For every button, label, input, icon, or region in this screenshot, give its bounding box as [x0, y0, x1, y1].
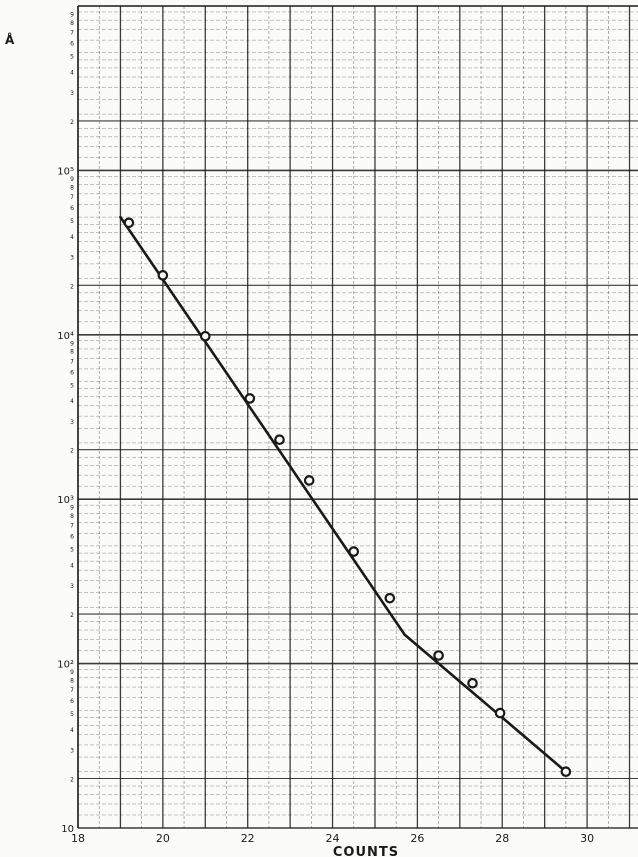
y-minor-label: 7	[70, 687, 74, 694]
y-minor-label: 7	[70, 29, 74, 36]
y-minor-label: 9	[70, 505, 74, 512]
y-minor-label: 9	[70, 12, 74, 19]
y-minor-label: 5	[70, 218, 74, 225]
data-point	[244, 393, 256, 404]
y-decade-label: 10²	[57, 660, 74, 671]
y-minor-label: 9	[70, 176, 74, 183]
y-minor-label: 8	[70, 513, 74, 520]
y-minor-label: 5	[70, 711, 74, 718]
y-minor-label: 6	[70, 698, 74, 705]
x-tick-label: 26	[410, 832, 424, 845]
y-minor-label: 2	[70, 119, 74, 126]
y-minor-label: 6	[70, 205, 74, 212]
y-minor-label: 4	[70, 69, 74, 76]
y-minor-label: 4	[70, 727, 74, 734]
x-tick-label: 20	[156, 832, 170, 845]
data-point	[123, 217, 135, 229]
y-decade-label: 10³	[57, 495, 74, 506]
data-point	[384, 592, 396, 604]
y-minor-label: 8	[70, 184, 74, 191]
y-minor-label: 3	[70, 90, 74, 97]
y-minor-label: 7	[70, 523, 74, 530]
data-point	[199, 330, 211, 342]
y-minor-label: 2	[70, 283, 74, 290]
y-minor-label: 9	[70, 340, 74, 347]
y-minor-label: 3	[70, 583, 74, 590]
y-minor-label: 2	[70, 612, 74, 619]
y-minor-label: 8	[70, 349, 74, 356]
y-minor-label: 8	[70, 20, 74, 27]
x-tick-label: 18	[71, 832, 85, 845]
x-tick-label: 22	[241, 832, 255, 845]
y-axis-label: Å	[5, 32, 15, 47]
y-decade-label: 10⁴	[57, 331, 74, 342]
y-minor-label: 2	[70, 448, 74, 455]
y-minor-label: 5	[70, 382, 74, 389]
y-minor-label: 6	[70, 369, 74, 376]
y-minor-label: 3	[70, 419, 74, 426]
y-minor-label: 6	[70, 534, 74, 541]
y-minor-label: 7	[70, 194, 74, 201]
x-tick-label: 24	[326, 832, 340, 845]
x-axis-label: COUNTS	[333, 845, 399, 857]
y-minor-label: 4	[70, 398, 74, 405]
y-minor-label: 8	[70, 678, 74, 685]
data-point	[560, 766, 572, 778]
data-point	[433, 650, 444, 661]
data-series	[119, 215, 572, 778]
data-point	[274, 434, 285, 446]
y-minor-label: 4	[70, 563, 74, 570]
y-minor-label: 5	[70, 53, 74, 60]
data-point	[494, 707, 506, 719]
data-point	[467, 677, 478, 689]
x-tick-label: 30	[580, 832, 594, 845]
y-minor-label: 7	[70, 358, 74, 365]
grid-lines	[77, 5, 638, 829]
data-point	[348, 546, 360, 557]
y-decade-label: 10⁵	[57, 166, 74, 177]
data-point	[157, 270, 169, 281]
tick-labels: 18 20 22 24 26 28 301010²10³10⁴10⁵234567892345…	[57, 12, 594, 845]
y-minor-label: 5	[70, 547, 74, 554]
y-minor-label: 6	[70, 40, 74, 47]
y-minor-label: 3	[70, 254, 74, 261]
y-minor-label: 2	[70, 777, 74, 784]
y-minor-label: 4	[70, 234, 74, 241]
fit-line	[119, 215, 568, 773]
y-minor-label: 9	[70, 669, 74, 676]
x-tick-label: 28	[495, 832, 509, 845]
data-point	[303, 475, 315, 486]
y-decade-label: 10	[61, 824, 74, 835]
y-minor-label: 3	[70, 748, 74, 755]
